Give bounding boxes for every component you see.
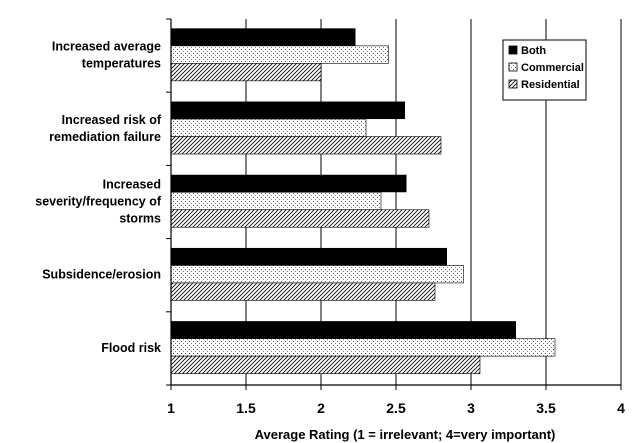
bar-commercial [170, 265, 464, 284]
bar-residential [170, 136, 442, 155]
bar-both [171, 28, 356, 46]
x-tick-label: 4 [617, 400, 625, 416]
category-label: Increased average temperatures [52, 40, 161, 71]
x-tick-label: 1.5 [236, 400, 256, 416]
bar-both [171, 174, 407, 193]
category-label: Increased risk of remediation failure [49, 113, 162, 144]
bar-residential [170, 209, 430, 228]
bar-commercial [170, 45, 389, 64]
bar-residential [170, 63, 322, 82]
x-axis-title: Average Rating (1 = irrelevant; 4=very i… [255, 427, 556, 442]
category-label: Subsidence/erosion [42, 268, 161, 282]
bar-both [171, 247, 447, 266]
bar-both [171, 101, 405, 120]
category-label: Increased severity/frequency of storms [35, 178, 162, 226]
legend-swatch-commercial [508, 62, 518, 72]
bars [170, 28, 556, 374]
x-tick-label: 3 [467, 400, 475, 416]
bar-both [171, 321, 516, 339]
category-label: Flood risk [101, 341, 161, 355]
legend-label-commercial: Commercial [521, 62, 584, 74]
x-tick-label: 3.5 [536, 400, 556, 416]
axes: 1 1.5 2 2.5 3 3.5 4 Increased average temperatur… [35, 18, 625, 416]
bar-residential [170, 282, 436, 301]
bar-residential [170, 355, 481, 374]
legend-swatch-residential [508, 79, 518, 89]
legend-swatch-both [508, 45, 518, 55]
x-tick-label: 2 [317, 400, 325, 416]
x-tick-label: 1 [167, 400, 175, 416]
legend: Both Commercial Residential [502, 39, 587, 101]
bar-commercial [170, 118, 367, 137]
legend-label-both: Both [521, 45, 546, 57]
bar-commercial [170, 338, 556, 357]
x-tick-label: 2.5 [386, 400, 406, 416]
bar-commercial [170, 191, 382, 211]
legend-label-residential: Residential [521, 79, 580, 91]
